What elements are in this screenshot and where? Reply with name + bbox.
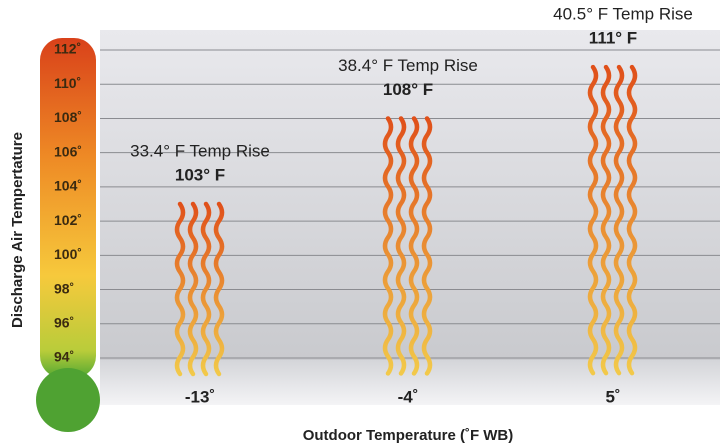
y-tick-label: 102˚ [54, 212, 82, 228]
value-label: 108° F [383, 80, 433, 99]
value-label: 103° F [175, 165, 225, 184]
thermometer-bulb [36, 368, 100, 432]
x-tick-label: -13˚ [185, 387, 215, 406]
x-tick-label: -4˚ [398, 387, 419, 406]
value-label: 111° F [589, 29, 637, 48]
y-axis-title: Discharge Air Tempertature [9, 132, 26, 328]
y-tick-label: 112˚ [54, 41, 81, 57]
x-axis-title: Outdoor Temperature (˚F WB) [303, 427, 514, 444]
y-tick-label: 110˚ [54, 75, 81, 91]
annotation: 38.4° F Temp Rise [338, 56, 478, 75]
y-tick-label: 96˚ [54, 314, 74, 330]
x-tick-label: 5˚ [605, 387, 620, 406]
y-tick-label: 98˚ [54, 280, 74, 296]
y-tick-label: 104˚ [54, 178, 82, 194]
y-tick-label: 94˚ [54, 349, 74, 365]
y-tick-label: 108˚ [54, 109, 82, 125]
annotation: 40.5° F Temp Rise [553, 5, 693, 24]
y-tick-label: 106˚ [54, 143, 82, 159]
annotation: 33.4° F Temp Rise [130, 141, 270, 160]
chart: Discharge Air Tempertature Outdoor Tempe… [0, 0, 720, 448]
y-tick-label: 100˚ [54, 246, 82, 262]
